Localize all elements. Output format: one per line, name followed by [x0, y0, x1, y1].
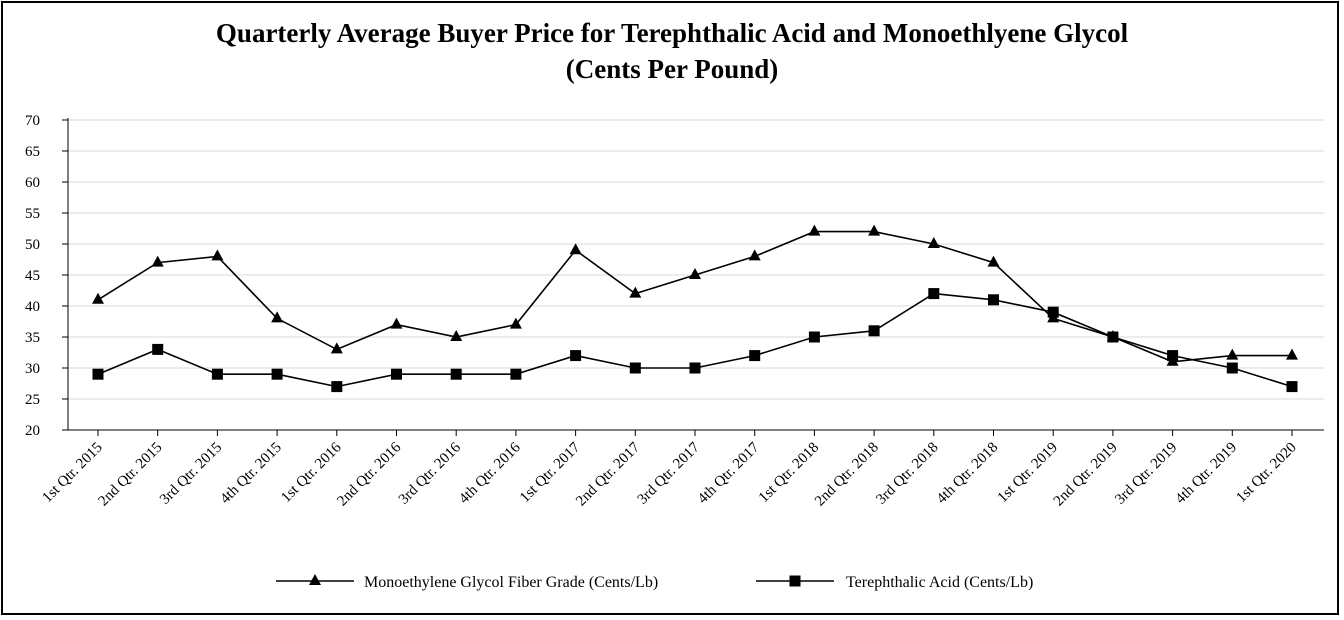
- y-tick-label: 70: [25, 113, 40, 129]
- y-axis-ticks: 20 25 30 35 40 45 50 55 60 65 70: [25, 113, 68, 439]
- x-tick-label: 2nd Qtr. 2016: [334, 439, 404, 509]
- y-tick-label: 60: [25, 175, 40, 191]
- x-tick-label: 1st Qtr. 2016: [278, 439, 345, 506]
- data-point: [1047, 306, 1059, 318]
- x-tick-label: 1st Qtr. 2019: [995, 440, 1061, 506]
- legend-marker: [789, 575, 801, 587]
- data-point: [330, 342, 343, 354]
- data-point: [1286, 348, 1298, 360]
- data-point: [391, 368, 402, 380]
- y-tick-label: 30: [25, 361, 40, 377]
- x-tick-label: 3rd Qtr. 2017: [635, 439, 704, 508]
- data-point: [928, 288, 940, 300]
- data-point: [987, 255, 1000, 267]
- data-point: [749, 350, 761, 362]
- y-tick-label: 20: [25, 423, 40, 439]
- legend-label: Monoethylene Glycol Fiber Grade (Cents/L…: [364, 574, 658, 591]
- series-1: [92, 224, 1298, 366]
- data-point: [1107, 331, 1119, 343]
- data-point: [1226, 348, 1239, 360]
- data-point: [1167, 350, 1179, 362]
- y-tick-label: 25: [25, 392, 40, 408]
- series-group: [92, 224, 1298, 393]
- x-tick-label: 4th Qtr. 2017: [695, 439, 763, 507]
- data-point: [689, 268, 701, 279]
- series-2: [92, 288, 1298, 393]
- x-tick-label: 1st Qtr. 2017: [517, 439, 584, 506]
- x-tick-label: 4th Qtr. 2016: [456, 439, 524, 507]
- x-tick-label: 3rd Qtr. 2015: [157, 440, 225, 508]
- y-tick-label: 35: [25, 330, 40, 346]
- data-point: [211, 368, 223, 380]
- x-tick-label: 2nd Qtr. 2018: [812, 440, 882, 510]
- data-point: [271, 368, 283, 380]
- data-point: [271, 311, 284, 323]
- data-point: [748, 249, 761, 261]
- y-tick-label: 45: [25, 268, 40, 284]
- data-point: [629, 286, 642, 298]
- data-point: [570, 350, 582, 362]
- y-tick-label: 65: [25, 144, 40, 160]
- x-tick-label: 4th Qtr. 2019: [1173, 440, 1241, 508]
- x-tick-label: 2nd Qtr. 2019: [1051, 440, 1121, 510]
- data-point: [988, 294, 999, 306]
- y-tick-label: 55: [25, 206, 40, 222]
- data-point: [808, 331, 820, 343]
- data-point: [510, 368, 522, 380]
- x-tick-label: 4th Qtr. 2015: [217, 440, 285, 508]
- data-point: [1226, 362, 1238, 374]
- data-point: [390, 317, 403, 329]
- chart-title: Quarterly Average Buyer Price for Tereph…: [216, 18, 1129, 48]
- legend-marker: [309, 574, 321, 585]
- data-point: [1286, 381, 1298, 393]
- chart-subtitle: (Cents Per Pound): [566, 54, 779, 84]
- x-tick-label: 3rd Qtr. 2016: [396, 439, 465, 508]
- data-point: [868, 325, 880, 337]
- x-tick-label: 2nd Qtr. 2015: [96, 440, 166, 510]
- x-tick-label: 3rd Qtr. 2018: [873, 440, 941, 508]
- data-point: [152, 343, 164, 355]
- data-point: [569, 243, 582, 255]
- data-point: [450, 368, 462, 380]
- legend: Monoethylene Glycol Fiber Grade (Cents/L…: [276, 574, 1033, 591]
- y-tick-label: 50: [25, 237, 40, 253]
- data-point: [331, 381, 343, 393]
- data-point: [92, 368, 104, 380]
- data-point: [450, 330, 463, 341]
- data-point: [92, 292, 104, 304]
- data-point: [151, 255, 164, 267]
- x-tick-label: 1st Qtr. 2015: [39, 440, 105, 506]
- grid-lines: [68, 119, 1324, 400]
- data-point: [629, 362, 641, 374]
- legend-label: Terephthalic Acid (Cents/Lb): [846, 574, 1033, 591]
- y-tick-label: 40: [25, 299, 40, 315]
- x-tick-label: 1st Qtr. 2020: [1233, 440, 1299, 506]
- x-tick-label: 1st Qtr. 2018: [756, 440, 822, 506]
- x-tick-label: 4th Qtr. 2018: [934, 440, 1002, 508]
- data-point: [211, 249, 224, 261]
- legend-entry: Monoethylene Glycol Fiber Grade (Cents/L…: [276, 574, 658, 591]
- data-point: [509, 317, 522, 329]
- data-point: [868, 224, 881, 236]
- x-tick-label: 2nd Qtr. 2017: [573, 439, 643, 509]
- data-point: [808, 224, 821, 236]
- data-point: [927, 237, 940, 248]
- legend-entry: Terephthalic Acid (Cents/Lb): [756, 574, 1033, 591]
- data-point: [689, 362, 701, 374]
- x-tick-label: 3rd Qtr. 2019: [1112, 440, 1180, 508]
